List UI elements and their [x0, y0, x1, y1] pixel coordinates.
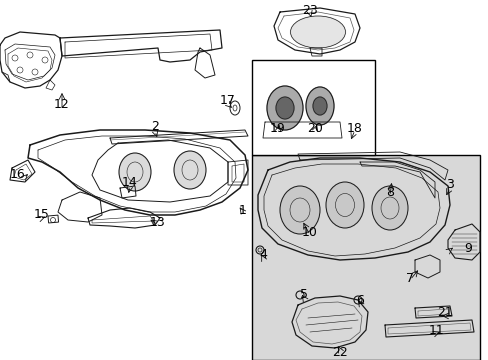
- Ellipse shape: [174, 151, 205, 189]
- Text: 20: 20: [306, 122, 322, 135]
- Text: 17: 17: [220, 94, 235, 107]
- Bar: [251, 60, 374, 155]
- Text: 2: 2: [151, 121, 159, 134]
- Text: 15: 15: [34, 208, 50, 221]
- Ellipse shape: [275, 97, 293, 119]
- Ellipse shape: [119, 153, 151, 191]
- Text: 4: 4: [259, 248, 266, 261]
- Text: 9: 9: [463, 242, 471, 255]
- Ellipse shape: [280, 186, 319, 234]
- Ellipse shape: [325, 182, 363, 228]
- Ellipse shape: [371, 186, 407, 230]
- Text: 3: 3: [445, 179, 453, 192]
- Text: 10: 10: [302, 225, 317, 238]
- Text: 6: 6: [355, 293, 363, 306]
- Text: 8: 8: [385, 186, 393, 199]
- Bar: [48, 215, 59, 223]
- Ellipse shape: [305, 87, 333, 125]
- Bar: [251, 155, 479, 360]
- Text: 23: 23: [302, 4, 317, 17]
- Text: 22: 22: [331, 346, 347, 359]
- Text: 5: 5: [299, 288, 307, 302]
- Text: 21: 21: [436, 306, 452, 320]
- Ellipse shape: [290, 16, 345, 48]
- Ellipse shape: [266, 86, 303, 130]
- Ellipse shape: [312, 97, 326, 115]
- Text: 14: 14: [122, 175, 138, 189]
- Text: 12: 12: [54, 99, 70, 112]
- Text: 19: 19: [269, 122, 285, 135]
- Text: 7: 7: [405, 271, 413, 284]
- Text: 1: 1: [239, 203, 246, 216]
- Text: 16: 16: [10, 168, 26, 181]
- Text: 18: 18: [346, 122, 362, 135]
- Text: 13: 13: [150, 216, 165, 229]
- Text: 11: 11: [428, 324, 444, 337]
